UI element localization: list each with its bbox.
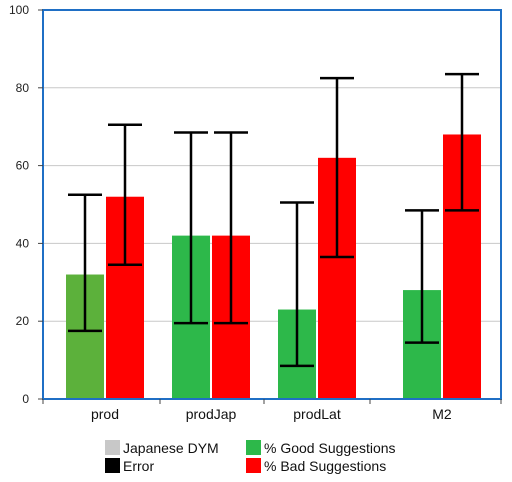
legend-swatch bbox=[105, 458, 120, 473]
y-tick-label: 80 bbox=[16, 81, 30, 95]
category-label: prod bbox=[91, 406, 119, 422]
error-layer bbox=[68, 72, 479, 368]
category-label: M2 bbox=[432, 406, 452, 422]
legend-swatch bbox=[246, 458, 261, 473]
y-tick-label: 40 bbox=[16, 236, 30, 250]
legend-swatch bbox=[246, 440, 261, 455]
legend: Japanese DYM % Good Suggestions Error % Bad… bbox=[105, 440, 396, 474]
plot-frame bbox=[42, 9, 502, 400]
y-tick-label: 60 bbox=[16, 159, 30, 173]
y-tick-label: 0 bbox=[22, 392, 29, 406]
y-tick-label: 100 bbox=[9, 3, 29, 17]
category-label: prodJap bbox=[186, 406, 237, 422]
legend-swatch bbox=[105, 440, 120, 455]
bar-layer bbox=[66, 134, 481, 400]
legend-label: Japanese DYM bbox=[123, 440, 219, 456]
legend-label: % Bad Suggestions bbox=[264, 458, 386, 474]
legend-label: % Good Suggestions bbox=[264, 440, 396, 456]
category-label: prodLat bbox=[293, 406, 341, 422]
legend-label: Error bbox=[123, 458, 154, 474]
y-axis-ticks: 0 20 40 60 80 100 bbox=[9, 3, 43, 406]
y-tick-label: 20 bbox=[16, 314, 30, 328]
x-axis-labels: prod prodJap prodLat M2 bbox=[42, 399, 502, 422]
